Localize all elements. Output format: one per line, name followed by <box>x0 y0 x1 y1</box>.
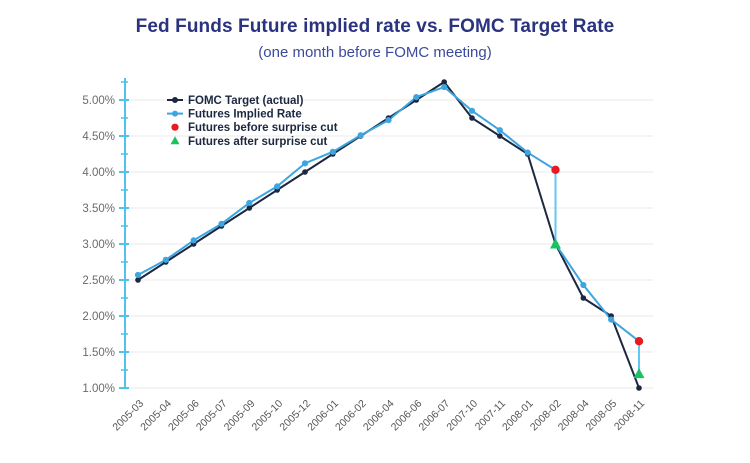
futures-implied-point <box>441 83 448 91</box>
legend-item: Futures Implied Rate <box>167 109 302 121</box>
futures-implied-point <box>385 117 392 124</box>
y-tick-label: 5.00% <box>82 95 115 107</box>
y-tick-label: 3.00% <box>82 239 115 251</box>
futures-path-segment <box>610 318 640 342</box>
chart-title: Fed Funds Future implied rate vs. FOMC T… <box>135 16 615 37</box>
futures-path-segment <box>360 119 389 137</box>
y-tick-label: 1.50% <box>82 347 115 359</box>
data-point-markers <box>134 79 645 391</box>
legend-label: Futures after surprise cut <box>188 136 327 148</box>
futures-implied-point <box>301 160 309 167</box>
x-tick-label: 2007-10 <box>444 398 480 434</box>
futures-path-segment <box>276 162 306 188</box>
legend-line-dot-icon <box>172 110 178 117</box>
legend-item: Futures before surprise cut <box>171 122 338 134</box>
futures-before-cut-point <box>634 337 644 346</box>
y-tick-label: 4.50% <box>82 131 115 143</box>
futures-path-segment <box>137 258 167 276</box>
futures-path-segment <box>387 96 417 121</box>
futures-implied-point <box>468 107 476 114</box>
futures-implied-point <box>413 94 420 101</box>
futures-path-segment <box>527 151 557 171</box>
legend-label: Futures before surprise cut <box>188 122 338 134</box>
futures-implied-point <box>190 237 197 244</box>
futures-implied-point <box>246 199 253 207</box>
y-tick-label: 2.50% <box>82 275 115 287</box>
chart-subtitle: (one month before FOMC meeting) <box>258 44 492 61</box>
futures-implied-point <box>134 271 142 279</box>
y-tick-label: 2.00% <box>82 311 115 323</box>
y-tick-label: 4.00% <box>82 167 115 179</box>
y-axis <box>119 78 129 389</box>
futures-implied-point <box>357 132 364 139</box>
futures-path-segment <box>193 222 223 242</box>
x-tick-label: 2008-05 <box>584 398 620 434</box>
futures-implied-point <box>329 148 336 155</box>
futures-after-cut-point <box>633 368 645 379</box>
futures-path-segment <box>248 185 278 204</box>
fomc-target-point <box>636 385 642 391</box>
legend-item: FOMC Target (actual) <box>167 95 304 107</box>
legend-line-dot-icon <box>172 97 178 103</box>
fomc-target-point <box>469 115 475 121</box>
y-tick-label: 1.00% <box>82 383 115 395</box>
y-axis-labels: 5.00% 4.50% 4.00% 3.50% 3.00% 2.50% 2.00% 1.50%… <box>82 95 115 395</box>
x-tick-label: 2008-11 <box>612 398 647 433</box>
fomc-target-point <box>497 133 503 139</box>
y-tick-label: 3.50% <box>82 203 115 215</box>
futures-path-segment <box>471 109 501 132</box>
futures-implied-point <box>218 220 225 227</box>
futures-path-segment <box>304 150 334 165</box>
futures-after-cut-point <box>550 238 561 249</box>
fomc-target-point <box>302 169 308 175</box>
legend-dot-icon <box>171 123 179 131</box>
futures-path-segment <box>165 239 195 261</box>
futures-implied-point <box>580 281 587 289</box>
futures-path-segment <box>499 129 529 154</box>
fomc-target-point <box>580 295 587 301</box>
legend-label: FOMC Target (actual) <box>188 95 304 107</box>
gridlines <box>125 99 653 389</box>
legend-label: Futures Implied Rate <box>188 109 302 121</box>
futures-implied-point <box>162 256 169 263</box>
futures-before-cut-point <box>551 165 560 175</box>
futures-path-segment <box>220 202 250 225</box>
futures-path-segment <box>415 86 445 99</box>
futures-implied-point <box>524 149 531 156</box>
futures-implied-point <box>496 127 503 134</box>
fomc-target-point <box>135 277 141 283</box>
futures-path-segment <box>582 284 612 321</box>
futures-implied-line <box>137 86 640 374</box>
futures-path-segment <box>554 243 585 286</box>
futures-path-segment <box>443 86 473 112</box>
fomc-target-point <box>246 205 253 211</box>
futures-path-segment <box>332 134 362 153</box>
futures-implied-point <box>608 316 615 323</box>
fomc-target-point <box>441 79 447 85</box>
legend: FOMC Target (actual) Futures Implied Rate… <box>167 95 338 148</box>
legend-triangle-icon <box>170 136 180 145</box>
legend-item: Futures after surprise cut <box>170 136 327 148</box>
futures-implied-point <box>274 183 281 190</box>
x-axis-labels: 2005-032005-042005-062005-072005-092005-… <box>110 398 647 434</box>
